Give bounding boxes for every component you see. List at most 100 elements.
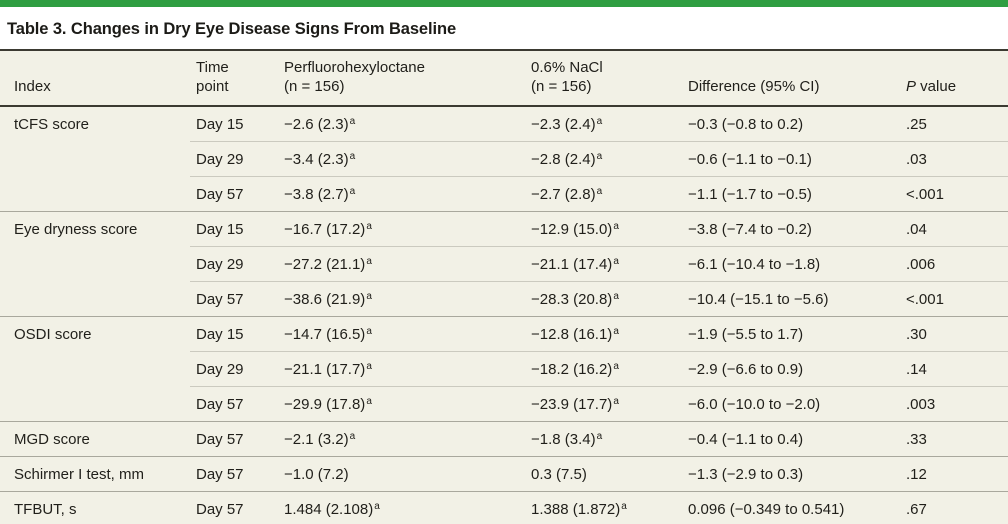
time-point-cell: Day 57 xyxy=(190,176,278,212)
footnote-marker: a xyxy=(613,396,619,407)
index-cell: Schirmer I test, mm xyxy=(0,456,190,492)
p-value-cell: <.001 xyxy=(900,176,1008,212)
footnote-marker: a xyxy=(366,221,372,232)
index-cell: OSDI score xyxy=(0,316,190,422)
footnote-marker: a xyxy=(596,186,603,197)
time-point-cell: Day 15 xyxy=(190,316,278,352)
difference-cell: −0.4 (−1.1 to 0.4) xyxy=(682,421,900,457)
footnote-marker: a xyxy=(596,431,603,442)
pfh-value-cell: −2.1 (3.2)a xyxy=(278,421,525,457)
table-row: Schirmer I test, mm Day 57 −1.0 (7.2) 0.3 (… xyxy=(0,456,1008,492)
table-row: Day 57 −38.6 (21.9)a −28.3 (20.8)a −10.4 (−… xyxy=(0,281,1008,317)
nacl-value-cell: −28.3 (20.8)a xyxy=(525,281,682,317)
difference-cell: −1.3 (−2.9 to 0.3) xyxy=(682,456,900,492)
p-value-cell: .003 xyxy=(900,386,1008,422)
header-row: Index Time point Perfluorohexyloctane (n… xyxy=(0,50,1008,107)
footnote-marker: a xyxy=(613,221,619,232)
difference-cell: 0.096 (−0.349 to 0.541) xyxy=(682,491,900,524)
time-point-cell: Day 57 xyxy=(190,281,278,317)
table-row: Day 29 −21.1 (17.7)a −18.2 (16.2)a −2.9 (−6… xyxy=(0,351,1008,387)
difference-cell: −3.8 (−7.4 to −0.2) xyxy=(682,211,900,247)
pfh-value-cell: −3.4 (2.3)a xyxy=(278,141,525,177)
p-value-cell: .25 xyxy=(906,116,927,133)
table-row: TFBUT, s Day 57 1.484 (2.108)a 1.388 (1.872… xyxy=(0,491,1008,524)
time-point-cell: Day 15 xyxy=(196,116,244,133)
nacl-value-cell: −12.9 (15.0)a xyxy=(525,211,682,247)
difference-cell: −1.9 (−5.5 to 1.7) xyxy=(682,316,900,352)
difference-cell: −2.9 (−6.6 to 0.9) xyxy=(682,351,900,387)
table-row: MGD score Day 57 −2.1 (3.2)a −1.8 (3.4)a −0.… xyxy=(0,421,1008,457)
time-point-cell: Day 57 xyxy=(190,456,278,492)
footnote-marker: a xyxy=(621,501,627,512)
index-cell: MGD score xyxy=(0,421,190,457)
col-header-nacl: 0.6% NaCl (n = 156) xyxy=(525,50,682,107)
pfh-value-cell: −29.9 (17.8)a xyxy=(278,386,525,422)
table-row: tCFS score Day 15 −2.6 (2.3)a −2.3 (2.4)a −0… xyxy=(0,106,1008,142)
footnote-marker: a xyxy=(613,291,619,302)
footnote-marker: a xyxy=(374,501,380,512)
p-value-cell: .33 xyxy=(900,421,1008,457)
table-title: Table 3. Changes in Dry Eye Disease Sign… xyxy=(7,20,457,38)
nacl-value-cell: −18.2 (16.2)a xyxy=(525,351,682,387)
col-header-difference: Difference (95% CI) xyxy=(682,50,900,107)
difference-cell: −10.4 (−15.1 to −5.6) xyxy=(682,281,900,317)
difference-cell: −0.3 (−0.8 to 0.2) xyxy=(688,116,804,133)
difference-cell: −6.1 (−10.4 to −1.8) xyxy=(682,246,900,282)
nacl-value-cell: 1.388 (1.872)a xyxy=(525,491,682,524)
p-value-cell: .30 xyxy=(900,316,1008,352)
time-point-cell: Day 15 xyxy=(190,211,278,247)
difference-cell: −6.0 (−10.0 to −2.0) xyxy=(682,386,900,422)
col-header-perfluorohexyloctane: Perfluorohexyloctane (n = 156) xyxy=(278,50,525,107)
footnote-marker: a xyxy=(349,151,356,162)
nacl-value-cell: −2.8 (2.4)a xyxy=(525,141,682,177)
footnote-marker: a xyxy=(596,151,603,162)
col-header-time-point: Time point xyxy=(190,50,278,107)
footnote-marker: a xyxy=(613,361,619,372)
col-header-index: Index xyxy=(0,50,190,107)
col-header-p-value: P value xyxy=(900,50,1008,107)
difference-cell: −1.1 (−1.7 to −0.5) xyxy=(682,176,900,212)
time-point-cell: Day 57 xyxy=(190,491,278,524)
p-value-cell: <.001 xyxy=(900,281,1008,317)
table-row: OSDI score Day 15 −14.7 (16.5)a −12.8 (16.1… xyxy=(0,316,1008,422)
pfh-value-cell: −38.6 (21.9)a xyxy=(278,281,525,317)
pfh-value-cell: −1.0 (7.2) xyxy=(278,456,525,492)
accent-bar xyxy=(0,0,1008,7)
nacl-value-cell: −1.8 (3.4)a xyxy=(525,421,682,457)
p-value-cell: .67 xyxy=(900,491,1008,524)
nacl-value-cell: −23.9 (17.7)a xyxy=(525,386,682,422)
footnote-marker: a xyxy=(366,291,372,302)
table-row: Day 29 −27.2 (21.1)a −21.1 (17.4)a −6.1 (−1… xyxy=(0,246,1008,282)
footnote-marker: a xyxy=(349,431,356,442)
p-value-cell: .12 xyxy=(900,456,1008,492)
data-table: Index Time point Perfluorohexyloctane (n… xyxy=(0,49,1008,524)
table-row: Day 57 −29.9 (17.8)a −23.9 (17.7)a −6.0 (−1… xyxy=(0,386,1008,422)
pfh-value-cell: −2.6 (2.3)a xyxy=(284,116,356,133)
footnote-marker: a xyxy=(366,256,372,267)
pfh-value-cell: −3.8 (2.7)a xyxy=(278,176,525,212)
footnote-marker: a xyxy=(366,396,372,407)
nacl-value-cell: −2.3 (2.4)a xyxy=(531,116,603,133)
p-value-cell: .14 xyxy=(900,351,1008,387)
footnote-marker: a xyxy=(349,116,356,127)
footnote-marker: a xyxy=(349,186,356,197)
pfh-value-cell: −14.7 (16.5)a xyxy=(278,316,525,352)
footnote-marker: a xyxy=(613,326,619,337)
nacl-value-cell: −2.7 (2.8)a xyxy=(525,176,682,212)
table-body: tCFS score Day 15 −2.6 (2.3)a −2.3 (2.4)a −0… xyxy=(0,106,1008,524)
table-row: Day 29 −3.4 (2.3)a −2.8 (2.4)a −0.6 (−1.1 t… xyxy=(0,141,1008,177)
pfh-value-cell: −21.1 (17.7)a xyxy=(278,351,525,387)
time-point-cell: Day 29 xyxy=(190,246,278,282)
nacl-value-cell: 0.3 (7.5) xyxy=(525,456,682,492)
footnote-marker: a xyxy=(366,361,372,372)
footnote-marker: a xyxy=(596,116,603,127)
time-point-cell: Day 57 xyxy=(190,386,278,422)
table-row: Eye dryness score Day 15 −16.7 (17.2)a −12.… xyxy=(0,211,1008,317)
difference-cell: −0.6 (−1.1 to −0.1) xyxy=(682,141,900,177)
time-point-cell: Day 57 xyxy=(190,421,278,457)
p-value-cell: .006 xyxy=(900,246,1008,282)
p-value-cell: .03 xyxy=(900,141,1008,177)
time-point-cell: Day 29 xyxy=(190,351,278,387)
pfh-value-cell: −27.2 (21.1)a xyxy=(278,246,525,282)
